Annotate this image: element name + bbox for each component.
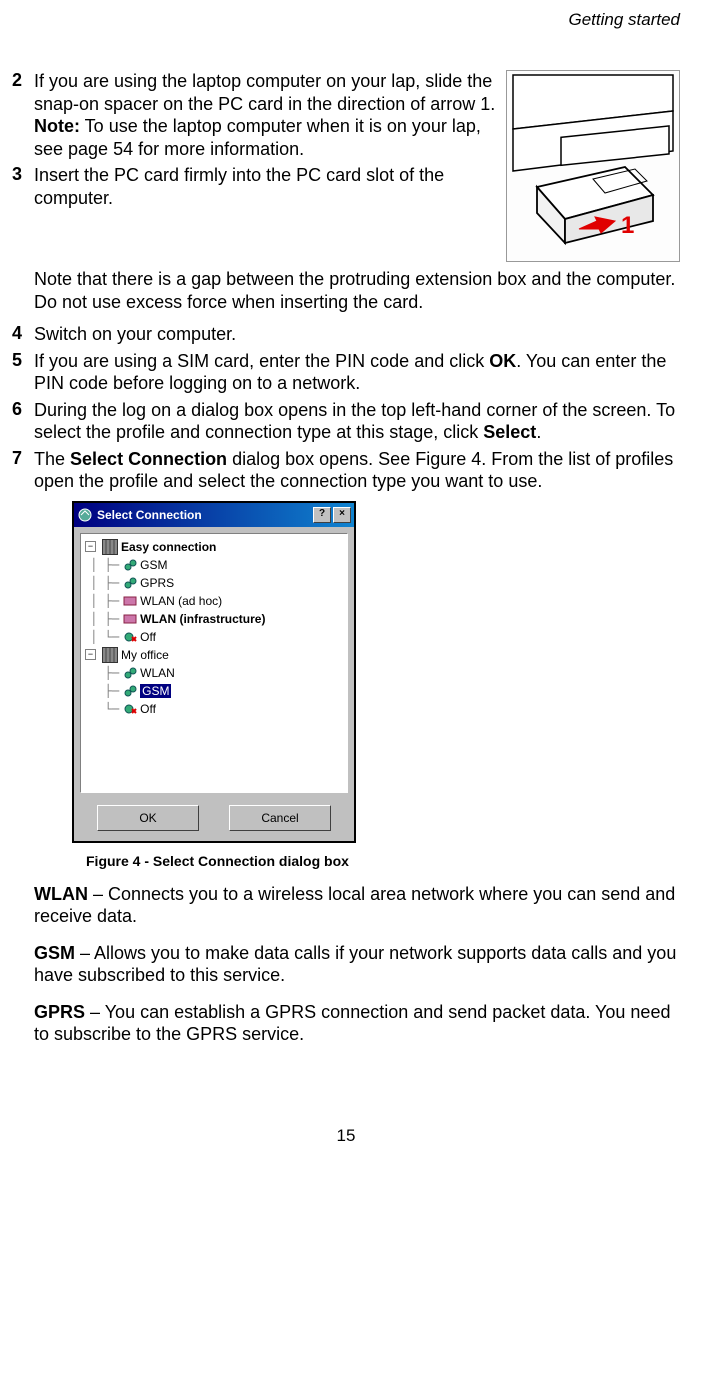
def-term: GPRS	[34, 1002, 85, 1022]
def-gsm: GSM – Allows you to make data calls if y…	[34, 942, 680, 987]
wlan-icon	[123, 594, 137, 608]
off-icon	[123, 630, 137, 644]
tree-profile-myoffice[interactable]: − My office	[83, 646, 343, 664]
tree-label: WLAN	[140, 666, 175, 680]
tree-item-wlan-adhoc[interactable]: │ ├─ WLAN (ad hoc)	[83, 592, 343, 610]
step-number: 6	[12, 399, 34, 444]
step-text: Switch on your computer.	[34, 323, 680, 346]
network-icon	[123, 666, 137, 680]
def-text: – Allows you to make data calls if your …	[34, 943, 676, 986]
dialog-titlebar: Select Connection ? ×	[74, 503, 354, 527]
tree-label: GPRS	[140, 576, 174, 590]
expander-icon[interactable]: −	[85, 649, 96, 660]
step-text-b: .	[536, 422, 541, 442]
note-text: To use the laptop computer when it is on…	[34, 116, 481, 159]
def-term: WLAN	[34, 884, 88, 904]
step-text-a: If you are using a SIM card, enter the P…	[34, 351, 489, 371]
def-text: – Connects you to a wireless local area …	[34, 884, 675, 927]
tree-label: Easy connection	[121, 540, 216, 554]
step-4: 4 Switch on your computer.	[12, 323, 680, 346]
network-icon	[123, 558, 137, 572]
tree-label: WLAN (infrastructure)	[140, 612, 265, 626]
step-text-a: The	[34, 449, 70, 469]
step-number: 4	[12, 323, 34, 346]
tree-item-wlan2[interactable]: ├─ WLAN	[83, 664, 343, 682]
step-bold: Select Connection	[70, 449, 227, 469]
tree-item-off[interactable]: │ └─ Off	[83, 628, 343, 646]
wlan-icon	[123, 612, 137, 626]
cancel-button[interactable]: Cancel	[229, 805, 331, 831]
def-gprs: GPRS – You can establish a GPRS connecti…	[34, 1001, 680, 1046]
connection-tree[interactable]: − Easy connection │ ├─ GSM │ ├─ GPRS │ ├…	[80, 533, 348, 793]
step-3: 3 Insert the PC card firmly into the PC …	[12, 164, 498, 209]
network-icon	[123, 684, 137, 698]
arrow-label: 1	[621, 212, 634, 239]
step-number: 7	[12, 448, 34, 493]
pc-card-illustration: 1	[506, 70, 680, 262]
step-number: 5	[12, 350, 34, 395]
page-number: 15	[12, 1126, 680, 1146]
off-icon	[123, 702, 137, 716]
page-header: Getting started	[12, 10, 680, 30]
def-text: – You can establish a GPRS connection an…	[34, 1002, 670, 1045]
def-wlan: WLAN – Connects you to a wireless local …	[34, 883, 680, 928]
dialog-title: Select Connection	[97, 508, 311, 522]
step-5: 5 If you are using a SIM card, enter the…	[12, 350, 680, 395]
step-text: Insert the PC card firmly into the PC ca…	[34, 164, 498, 209]
step-text: If you are using the laptop computer on …	[34, 71, 495, 114]
select-connection-dialog: Select Connection ? × − Easy connection …	[72, 501, 356, 843]
step-2: 2 If you are using the laptop computer o…	[12, 70, 498, 160]
tree-label: GSM	[140, 558, 167, 572]
tree-label: WLAN (ad hoc)	[140, 594, 222, 608]
network-icon	[123, 576, 137, 590]
step-number: 2	[12, 70, 34, 160]
note-label: Note:	[34, 116, 80, 136]
help-button[interactable]: ?	[313, 507, 331, 523]
step-text-a: During the log on a dialog box opens in …	[34, 400, 675, 443]
def-term: GSM	[34, 943, 75, 963]
tree-item-gsm2[interactable]: ├─ GSM	[83, 682, 343, 700]
tree-item-gsm[interactable]: │ ├─ GSM	[83, 556, 343, 574]
step-bold: Select	[483, 422, 536, 442]
tree-label-selected: GSM	[140, 684, 171, 698]
ok-button[interactable]: OK	[97, 805, 199, 831]
tree-item-off2[interactable]: └─ Off	[83, 700, 343, 718]
step-bold: OK	[489, 351, 516, 371]
tree-label: Off	[140, 702, 156, 716]
expander-icon[interactable]: −	[85, 541, 96, 552]
step-6: 6 During the log on a dialog box opens i…	[12, 399, 680, 444]
close-button[interactable]: ×	[333, 507, 351, 523]
figure-caption: Figure 4 - Select Connection dialog box	[86, 853, 680, 869]
tree-label: Off	[140, 630, 156, 644]
tree-label: My office	[121, 648, 169, 662]
profile-icon	[102, 539, 118, 555]
tree-profile-easy[interactable]: − Easy connection	[83, 538, 343, 556]
tree-item-gprs[interactable]: │ ├─ GPRS	[83, 574, 343, 592]
profile-icon	[102, 647, 118, 663]
tree-item-wlan-infra[interactable]: │ ├─ WLAN (infrastructure)	[83, 610, 343, 628]
gap-note: Note that there is a gap between the pro…	[34, 268, 680, 313]
step-7: 7 The Select Connection dialog box opens…	[12, 448, 680, 493]
dialog-app-icon	[77, 507, 93, 523]
step-number: 3	[12, 164, 34, 209]
